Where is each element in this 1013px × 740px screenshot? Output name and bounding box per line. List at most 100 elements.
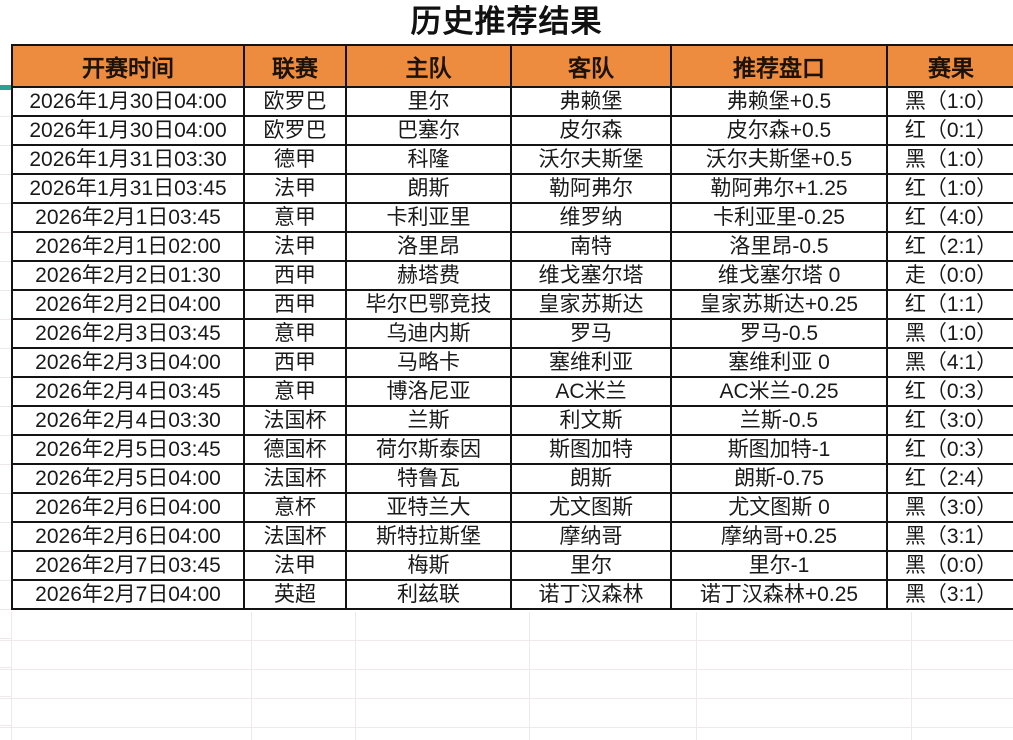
cell-home-team: 科隆: [345, 144, 512, 175]
cell-home-team: 梅斯: [345, 550, 512, 581]
cell-away-team: 塞维利亚: [510, 347, 672, 378]
cell-time: 2026年2月4日03:30: [11, 405, 245, 436]
header-cell-time: 开赛时间: [11, 44, 245, 88]
cell-league: 西甲: [243, 347, 347, 378]
cell-handicap: 皮尔森+0.5: [670, 115, 888, 146]
table-row: 2026年2月5日04:00 法国杯 特鲁瓦 朗斯 朗斯-0.75 红（2:4）: [11, 463, 1013, 494]
cell-handicap: 卡利亚里-0.25: [670, 202, 888, 233]
cell-home-team: 博洛尼亚: [345, 376, 512, 407]
cell-away-team: 诺丁汉森林: [510, 579, 672, 610]
cell-away-team: 皇家苏斯达: [510, 289, 672, 320]
cell-away-team: 南特: [510, 231, 672, 262]
cell-league: 法甲: [243, 231, 347, 262]
cell-result: 走（0:0）: [886, 260, 1013, 291]
cell-home-team: 马略卡: [345, 347, 512, 378]
cell-handicap: 塞维利亚 0: [670, 347, 888, 378]
page-title: 历史推荐结果: [410, 4, 603, 39]
cell-league: 法国杯: [243, 405, 347, 436]
cell-result: 红（4:0）: [886, 202, 1013, 233]
cell-away-team: 维戈塞尔塔: [510, 260, 672, 291]
cell-league: 德国杯: [243, 434, 347, 465]
cell-handicap: 罗马-0.5: [670, 318, 888, 349]
cell-away-team: 尤文图斯: [510, 492, 672, 523]
cell-league: 意甲: [243, 318, 347, 349]
cell-home-team: 卡利亚里: [345, 202, 512, 233]
cell-handicap: 洛里昂-0.5: [670, 231, 888, 262]
cell-away-team: 罗马: [510, 318, 672, 349]
cell-result: 黑（3:1）: [886, 579, 1013, 610]
cell-handicap: AC米兰-0.25: [670, 376, 888, 407]
cell-league: 法甲: [243, 550, 347, 581]
cell-result: 红（1:0）: [886, 173, 1013, 204]
grid-line: [911, 612, 912, 740]
table-row: 2026年2月3日04:00 西甲 马略卡 塞维利亚 塞维利亚 0 黑（4:1）: [11, 347, 1013, 378]
table-row: 2026年1月30日04:00 欧罗巴 巴塞尔 皮尔森 皮尔森+0.5 红（0:…: [11, 115, 1013, 146]
cell-result: 红（0:3）: [886, 434, 1013, 465]
table-row: 2026年1月31日03:45 法甲 朗斯 勒阿弗尔 勒阿弗尔+1.25 红（1…: [11, 173, 1013, 204]
cell-away-team: 沃尔夫斯堡: [510, 144, 672, 175]
cell-time: 2026年2月1日02:00: [11, 231, 245, 262]
cell-time: 2026年1月31日03:30: [11, 144, 245, 175]
table-row: 2026年2月1日02:00 法甲 洛里昂 南特 洛里昂-0.5 红（2:1）: [11, 231, 1013, 262]
table-row: 2026年2月2日04:00 西甲 毕尔巴鄂竞技 皇家苏斯达 皇家苏斯达+0.2…: [11, 289, 1013, 320]
table-row: 2026年1月30日04:00 欧罗巴 里尔 弗赖堡 弗赖堡+0.5 黑（1:0…: [11, 86, 1013, 117]
cell-result: 黑（0:0）: [886, 550, 1013, 581]
cell-result: 黑（3:1）: [886, 521, 1013, 552]
cell-home-team: 洛里昂: [345, 231, 512, 262]
cell-time: 2026年2月2日04:00: [11, 289, 245, 320]
cell-result: 黑（3:0）: [886, 492, 1013, 523]
cell-result: 红（0:1）: [886, 115, 1013, 146]
grid-line: [529, 612, 530, 740]
cell-league: 西甲: [243, 260, 347, 291]
history-table-body: 2026年1月30日04:00 欧罗巴 里尔 弗赖堡 弗赖堡+0.5 黑（1:0…: [11, 86, 1013, 610]
cell-time: 2026年2月5日03:45: [11, 434, 245, 465]
table-row: 2026年2月7日04:00 英超 利兹联 诺丁汉森林 诺丁汉森林+0.25 黑…: [11, 579, 1013, 610]
header-cell-league: 联赛: [243, 44, 347, 88]
cell-time: 2026年1月30日04:00: [11, 86, 245, 117]
cell-league: 英超: [243, 579, 347, 610]
cell-league: 法国杯: [243, 463, 347, 494]
cell-league: 欧罗巴: [243, 86, 347, 117]
cell-result: 红（0:3）: [886, 376, 1013, 407]
cell-away-team: 里尔: [510, 550, 672, 581]
cell-away-team: 勒阿弗尔: [510, 173, 672, 204]
cell-away-team: 维罗纳: [510, 202, 672, 233]
freeze-indicator-line: [0, 85, 11, 90]
cell-handicap: 勒阿弗尔+1.25: [670, 173, 888, 204]
cell-time: 2026年2月6日04:00: [11, 492, 245, 523]
grid-line: [696, 612, 697, 740]
table-row: 2026年2月6日04:00 法国杯 斯特拉斯堡 摩纳哥 摩纳哥+0.25 黑（…: [11, 521, 1013, 552]
cell-time: 2026年2月3日04:00: [11, 347, 245, 378]
cell-handicap: 摩纳哥+0.25: [670, 521, 888, 552]
cell-result: 黑（1:0）: [886, 318, 1013, 349]
cell-league: 德甲: [243, 144, 347, 175]
cell-result: 黑（4:1）: [886, 347, 1013, 378]
cell-result: 红（3:0）: [886, 405, 1013, 436]
cell-away-team: 弗赖堡: [510, 86, 672, 117]
cell-handicap: 维戈塞尔塔 0: [670, 260, 888, 291]
cell-home-team: 特鲁瓦: [345, 463, 512, 494]
history-results-table: 开赛时间 联赛 主队 客队 推荐盘口 赛果 2026年1月30日04:00 欧罗…: [11, 44, 1013, 610]
cell-result: 红（2:4）: [886, 463, 1013, 494]
cell-handicap: 斯图加特-1: [670, 434, 888, 465]
cell-home-team: 毕尔巴鄂竞技: [345, 289, 512, 320]
cell-handicap: 朗斯-0.75: [670, 463, 888, 494]
cell-away-team: 斯图加特: [510, 434, 672, 465]
table-row: 2026年2月3日03:45 意甲 乌迪内斯 罗马 罗马-0.5 黑（1:0）: [11, 318, 1013, 349]
cell-time: 2026年2月7日04:00: [11, 579, 245, 610]
grid-line: [355, 612, 356, 740]
cell-result: 红（2:1）: [886, 231, 1013, 262]
cell-away-team: 摩纳哥: [510, 521, 672, 552]
cell-time: 2026年1月30日04:00: [11, 115, 245, 146]
cell-league: 意杯: [243, 492, 347, 523]
header-row: 开赛时间 联赛 主队 客队 推荐盘口 赛果: [11, 44, 1013, 88]
header-cell-away: 客队: [510, 44, 672, 88]
cell-time: 2026年2月5日04:00: [11, 463, 245, 494]
cell-away-team: 皮尔森: [510, 115, 672, 146]
sheet-left-strip: [0, 46, 11, 740]
table-row: 2026年2月5日03:45 德国杯 荷尔斯泰因 斯图加特 斯图加特-1 红（0…: [11, 434, 1013, 465]
cell-away-team: AC米兰: [510, 376, 672, 407]
cell-time: 2026年2月4日03:45: [11, 376, 245, 407]
cell-home-team: 巴塞尔: [345, 115, 512, 146]
cell-time: 2026年2月2日01:30: [11, 260, 245, 291]
